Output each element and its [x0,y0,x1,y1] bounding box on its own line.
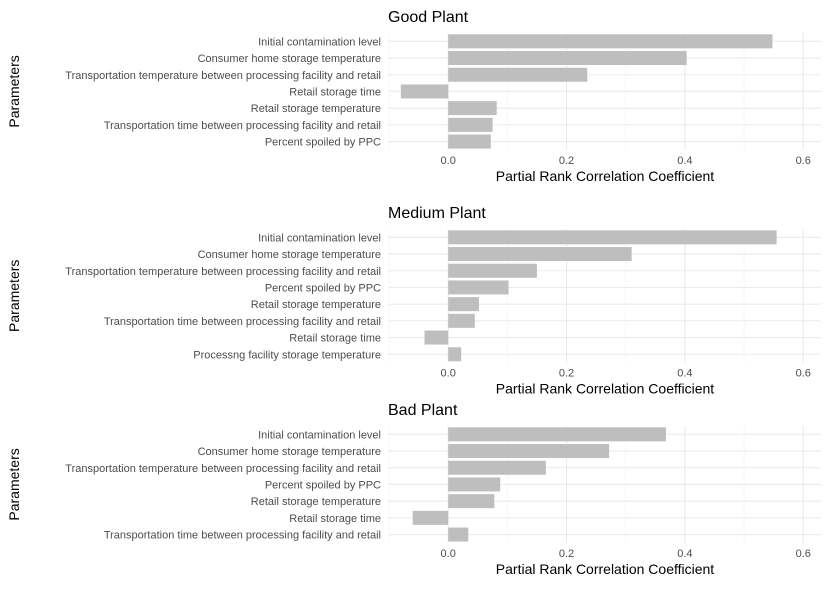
bar-1-4 [400,84,449,99]
x-tick-label: 0.2 [559,548,574,560]
chart-title: Medium Plant [388,205,486,222]
category-label: Percent spoiled by PPC [265,282,381,294]
category-label: Initial contamination level [258,232,381,244]
bar-1-7 [448,134,491,149]
x-tick-label: 0.4 [677,548,692,560]
bar-1-1 [448,34,773,49]
category-label: Initial contamination level [258,36,381,48]
category-label: Initial contamination level [258,429,381,441]
x-tick-label: 0.2 [559,368,574,380]
chart-title: Bad Plant [388,402,458,419]
category-label: Retail storage time [289,513,381,525]
chart-panel-2: Initial contamination level Consumer home… [6,205,821,397]
category-label: Consumer home storage temperature [198,446,381,458]
bar-3-7 [448,527,469,542]
bar-3-4 [448,477,501,492]
bar-1-5 [448,101,497,116]
y-axis-title: Parameters [6,260,22,332]
category-label: Transportation time between processing f… [104,120,381,132]
bar-3-3 [448,460,546,475]
bar-2-1 [448,230,777,245]
bar-2-8 [448,347,462,362]
bar-2-3 [448,263,537,278]
bar-3-5 [448,494,495,509]
x-axis-title: Partial Rank Correlation Coefficient [496,561,715,577]
category-label: Transportation temperature between proce… [65,70,381,82]
x-tick-label: 0.4 [677,368,692,380]
category-label: Retail storage temperature [251,103,381,115]
x-tick-label: 0.4 [677,155,692,167]
category-label: Retail storage time [289,86,381,98]
bar-1-3 [448,67,588,82]
y-axis-title: Parameters [6,448,22,520]
category-label: Processng facility storage temperature [193,349,381,361]
category-label: Percent spoiled by PPC [265,137,381,149]
category-label: Consumer home storage temperature [198,53,381,65]
x-tick-label: 0.6 [796,548,811,560]
x-tick-label: 0.0 [441,548,456,560]
x-axis-title: Partial Rank Correlation Coefficient [496,168,715,184]
category-label: Transportation temperature between proce… [65,266,381,278]
bar-3-6 [412,510,449,525]
bar-2-5 [448,297,479,312]
bar-3-1 [448,427,666,442]
y-axis-title: Parameters [6,55,22,127]
bar-2-4 [448,280,509,295]
category-label: Retail storage time [289,333,381,345]
category-label: Consumer home storage temperature [198,249,381,261]
x-tick-label: 0.2 [559,155,574,167]
chart-panel-1: Initial contamination level Consumer home… [6,9,821,184]
category-label: Retail storage temperature [251,496,381,508]
bar-2-2 [448,247,632,262]
bar-2-7 [424,330,449,345]
bar-2-6 [448,313,475,328]
category-label: Transportation time between processing f… [104,530,381,542]
chart-title: Good Plant [388,9,469,26]
bar-3-2 [448,444,610,459]
category-label: Transportation temperature between proce… [65,463,381,475]
bar-1-6 [448,117,493,132]
chart-panel-3: Initial contamination level Consumer home… [6,402,821,577]
category-label: Percent spoiled by PPC [265,479,381,491]
x-tick-label: 0.6 [796,368,811,380]
bar-1-2 [448,51,687,66]
x-tick-label: 0.0 [441,155,456,167]
category-label: Transportation time between processing f… [104,316,381,328]
x-tick-label: 0.0 [441,368,456,380]
x-axis-title: Partial Rank Correlation Coefficient [496,381,715,397]
category-label: Retail storage temperature [251,299,381,311]
x-tick-label: 0.6 [796,155,811,167]
